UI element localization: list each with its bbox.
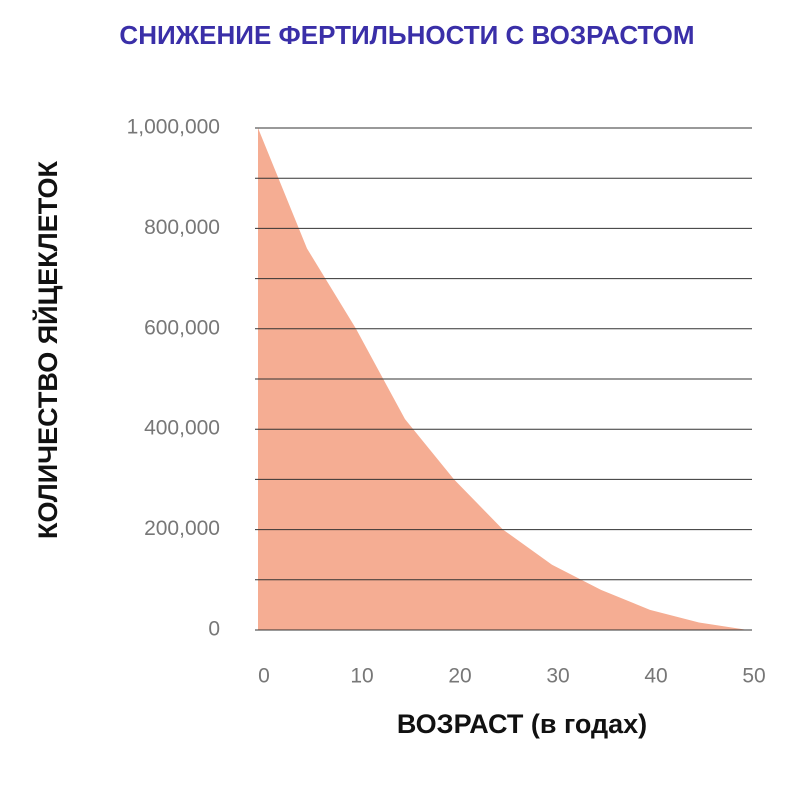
x-tick-label: 50 [742,665,765,688]
y-tick-label: 200,000 [144,517,220,540]
y-tick-label: 400,000 [144,417,220,440]
x-axis-label: ВОЗРАСТ (в годах) [397,709,647,739]
x-tick-label: 30 [546,665,569,688]
x-tick-label: 0 [258,665,270,688]
chart-title: СНИЖЕНИЕ ФЕРТИЛЬНОСТИ С ВОЗРАСТОМ [119,20,694,50]
y-tick-label: 800,000 [144,216,220,239]
area [258,128,748,630]
x-tick-label: 10 [350,665,373,688]
y-tick-label: 0 [208,618,220,641]
x-tick-label: 40 [644,665,667,688]
y-tick-label: 600,000 [144,316,220,339]
x-tick-label: 20 [448,665,471,688]
y-tick-label: 1,000,000 [127,116,220,139]
y-axis-label: КОЛИЧЕСТВО ЯЙЦЕКЛЕТОК [32,160,63,539]
